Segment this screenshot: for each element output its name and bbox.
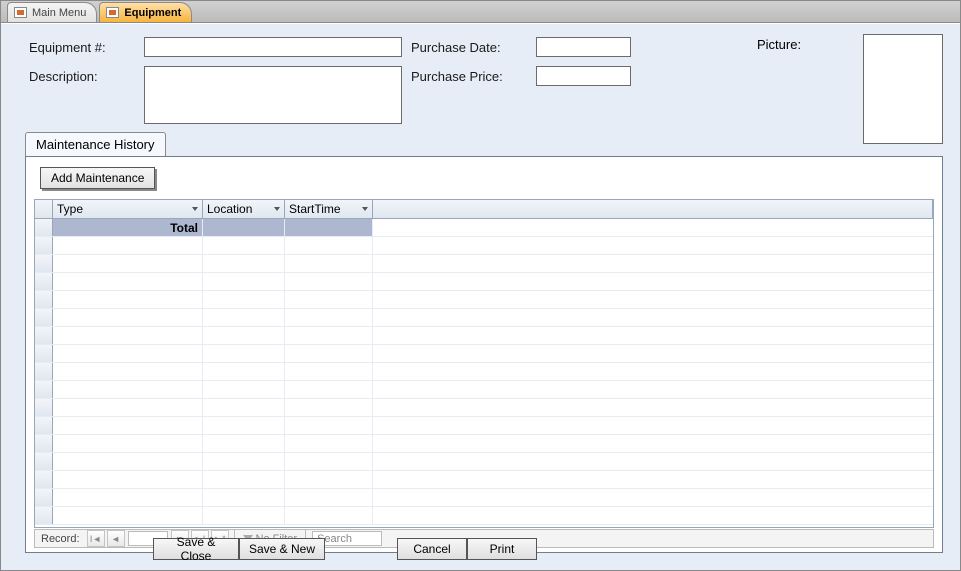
empty-row[interactable]: [35, 345, 933, 363]
chevron-down-icon: [192, 207, 198, 211]
column-starttime[interactable]: StartTime: [285, 200, 373, 218]
maintenance-tab-label: Maintenance History: [36, 137, 155, 152]
picture-box[interactable]: [863, 34, 943, 144]
row-selector[interactable]: [35, 237, 53, 254]
tab-label: Main Menu: [32, 7, 86, 19]
total-location-cell: [203, 219, 285, 236]
row-selector[interactable]: [35, 273, 53, 290]
row-selector-header[interactable]: [35, 200, 53, 218]
empty-row[interactable]: [35, 237, 933, 255]
row-selector[interactable]: [35, 399, 53, 416]
print-button[interactable]: Print: [467, 538, 537, 560]
equipment-number-label: Equipment #:: [29, 37, 144, 55]
column-type[interactable]: Type: [53, 200, 203, 218]
purchase-price-field: Purchase Price:: [411, 66, 631, 86]
tab-main-menu[interactable]: Main Menu: [7, 2, 97, 22]
chevron-down-icon: [362, 207, 368, 211]
document-tabs: Main Menu Equipment: [1, 1, 960, 23]
row-selector[interactable]: [35, 471, 53, 488]
empty-row[interactable]: [35, 255, 933, 273]
row-selector[interactable]: [35, 507, 53, 524]
empty-row[interactable]: [35, 507, 933, 525]
empty-row[interactable]: [35, 273, 933, 291]
grid-body[interactable]: Total: [35, 219, 933, 527]
column-rest: [373, 200, 933, 218]
row-selector[interactable]: [35, 219, 53, 236]
purchase-date-field: Purchase Date:: [411, 37, 631, 57]
equipment-number-input[interactable]: [144, 37, 402, 57]
empty-row[interactable]: [35, 417, 933, 435]
form-icon: [14, 7, 27, 18]
empty-row[interactable]: [35, 291, 933, 309]
row-selector[interactable]: [35, 417, 53, 434]
row-selector[interactable]: [35, 327, 53, 344]
empty-row[interactable]: [35, 453, 933, 471]
row-selector[interactable]: [35, 345, 53, 362]
description-input[interactable]: [144, 66, 402, 124]
chevron-down-icon: [274, 207, 280, 211]
save-new-button[interactable]: Save & New: [239, 538, 325, 560]
maintenance-tab-header[interactable]: Maintenance History: [25, 132, 166, 156]
form-buttons: Save & Close Save & New Cancel Print: [1, 538, 960, 562]
total-label: Total: [53, 219, 203, 236]
empty-row[interactable]: [35, 435, 933, 453]
app-window: Main Menu Equipment Equipment #: Descrip…: [0, 0, 961, 571]
maintenance-subtab: Maintenance History Add Maintenance Type…: [25, 132, 945, 553]
cancel-button[interactable]: Cancel: [397, 538, 467, 560]
empty-row[interactable]: [35, 309, 933, 327]
row-selector[interactable]: [35, 291, 53, 308]
save-close-button[interactable]: Save & Close: [153, 538, 239, 560]
empty-row[interactable]: [35, 381, 933, 399]
purchase-price-input[interactable]: [536, 66, 631, 86]
row-selector[interactable]: [35, 363, 53, 380]
picture-label: Picture:: [757, 37, 801, 52]
description-field: Description:: [29, 66, 402, 124]
purchase-date-input[interactable]: [536, 37, 631, 57]
empty-row[interactable]: [35, 327, 933, 345]
total-starttime-cell: [285, 219, 373, 236]
tab-equipment[interactable]: Equipment: [99, 2, 192, 22]
row-selector[interactable]: [35, 435, 53, 452]
form-icon: [106, 7, 119, 18]
empty-row[interactable]: [35, 489, 933, 507]
row-selector[interactable]: [35, 489, 53, 506]
total-row: Total: [35, 219, 933, 237]
description-label: Description:: [29, 66, 144, 84]
row-selector[interactable]: [35, 453, 53, 470]
empty-row[interactable]: [35, 399, 933, 417]
empty-row[interactable]: [35, 471, 933, 489]
row-selector[interactable]: [35, 255, 53, 272]
row-selector[interactable]: [35, 381, 53, 398]
equipment-form: Equipment #: Description: Purchase Date:…: [1, 23, 960, 570]
column-location[interactable]: Location: [203, 200, 285, 218]
add-maintenance-button[interactable]: Add Maintenance: [40, 167, 155, 189]
purchase-price-label: Purchase Price:: [411, 66, 536, 84]
maintenance-body: Add Maintenance Type Location: [25, 156, 943, 553]
tab-label: Equipment: [124, 7, 181, 19]
grid-header: Type Location StartTime: [35, 200, 933, 219]
equipment-number-field: Equipment #:: [29, 37, 402, 57]
purchase-date-label: Purchase Date:: [411, 37, 536, 55]
empty-row[interactable]: [35, 363, 933, 381]
maintenance-grid: Type Location StartTime: [34, 199, 934, 528]
row-selector[interactable]: [35, 309, 53, 326]
